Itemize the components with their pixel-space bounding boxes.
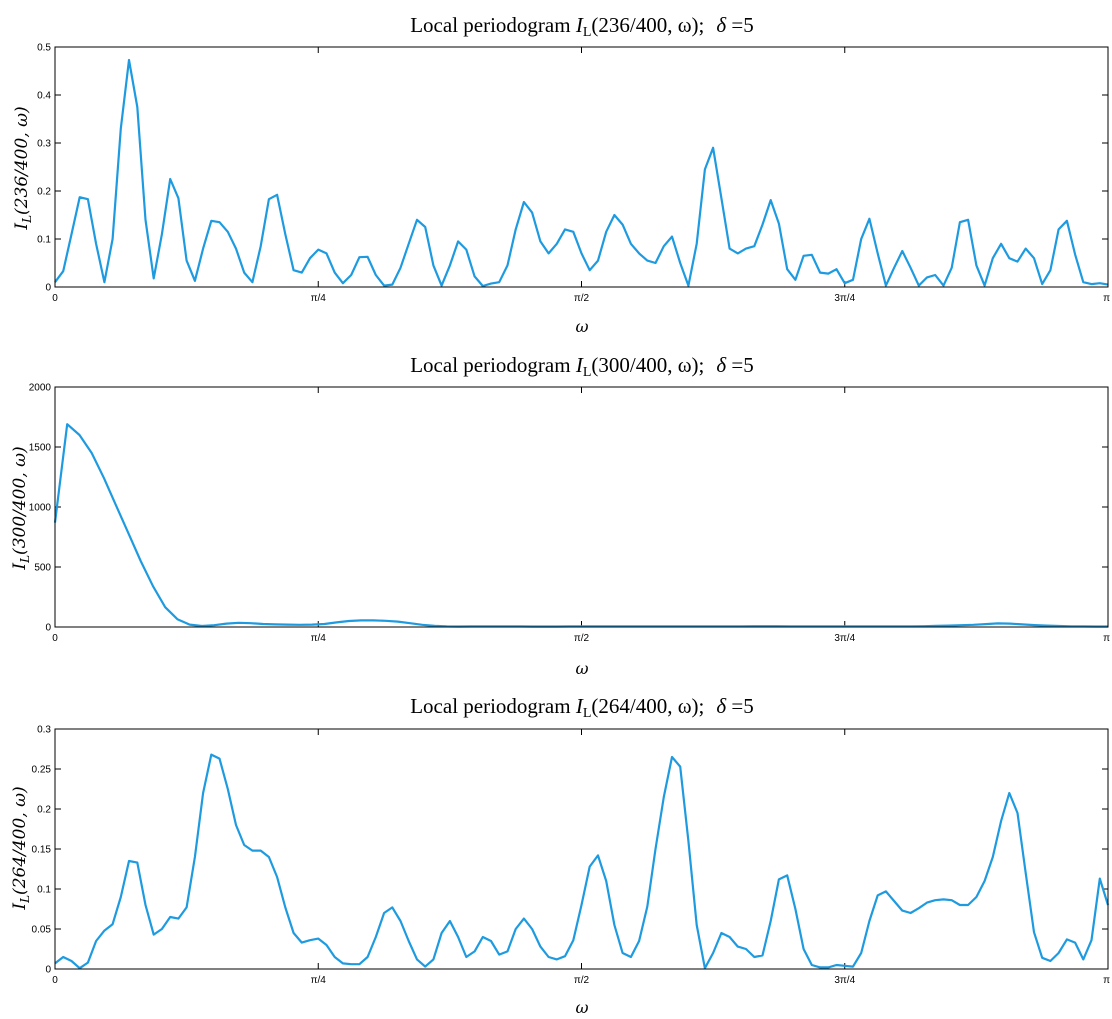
- panel-3-title-sub: L: [583, 706, 592, 721]
- panel-3-ytick-label: 0.1: [37, 885, 51, 896]
- panel-2-ylabel: IL(300/400, ω): [10, 446, 32, 570]
- panel-3-ytick-label: 0.25: [32, 765, 52, 776]
- panel-2-xtick-label: π: [1103, 633, 1110, 644]
- panel-2-series-line: [53, 423, 1108, 628]
- panel-3-ytick-label: 0.2: [37, 805, 51, 816]
- panel-3-xtick-label: π/2: [574, 975, 590, 986]
- panel-1-xtick-label: π/2: [574, 293, 590, 304]
- panel-1-ytick-label: 0: [45, 283, 51, 294]
- panel-1-ytick-label: 0.4: [37, 91, 51, 102]
- panel-1-xtick-label: 3π/4: [834, 293, 855, 304]
- panel-2-xtick-label: π/4: [311, 633, 327, 644]
- panel-1-ytick-label: 0.5: [37, 43, 51, 54]
- panel-3-ylabel: IL(264/400, ω): [10, 786, 32, 910]
- panel-1-title: Local periodogram IL(236/400, ω); δ =5: [410, 13, 754, 40]
- panel-1-xtick-label: π/4: [311, 293, 327, 304]
- panel-1: Local periodogram IL(236/400, ω); δ =5 IL…: [12, 13, 1110, 336]
- panel-3-ytick-label: 0.15: [32, 845, 52, 856]
- panel-3-xtick-label: π/4: [311, 975, 327, 986]
- panel-2-ticks: 0 π/4 π/2 3π/4 π 0 500 1000 1500 2000: [29, 383, 1110, 645]
- panel-2-axes-frame: [54, 386, 1109, 628]
- panel-1-ylabel: IL(236/400, ω): [12, 106, 34, 230]
- panel-1-series-line: [54, 58, 1109, 288]
- panel-3-ytick-label: 0: [45, 965, 51, 976]
- panel-1-ytick-label: 0.1: [37, 235, 51, 246]
- panel-2-ytick-label: 0: [45, 623, 51, 634]
- panel-3-ytick-label: 0.3: [37, 725, 51, 736]
- panel-2-title: Local periodogram IL(300/400, ω); δ =5: [410, 353, 754, 380]
- panel-2-ytick-label: 2000: [29, 383, 52, 394]
- panel-3-xtick-label: π: [1103, 975, 1110, 986]
- panel-1-xlabel: ω: [575, 317, 588, 336]
- panel-3-title: Local periodogram IL(264/400, ω); δ =5: [410, 694, 754, 721]
- panel-3-ticks: 0 π/4 π/2 3π/4 π 0 0.05 0.1 0.15 0.2 0.25 0.3: [32, 725, 1111, 987]
- panel-2-title-sub: L: [583, 365, 592, 380]
- panel-3: Local periodogram IL(264/400, ω); δ =5 IL…: [10, 694, 1110, 1017]
- panel-3-xtick-label: 0: [52, 975, 58, 986]
- panel-2-xtick-label: 3π/4: [834, 633, 855, 644]
- panel-1-axes-frame: [54, 46, 1109, 288]
- panel-3-axes-frame: [54, 728, 1109, 970]
- panel-2-xtick-label: 0: [52, 633, 58, 644]
- panel-3-title-func: I: [575, 694, 584, 718]
- panel-2-ytick-label: 1000: [29, 503, 52, 514]
- panel-1-title-func: I: [575, 13, 584, 37]
- panel-3-xlabel: ω: [575, 998, 588, 1017]
- panel-3-series-line: [54, 753, 1110, 970]
- panel-2: Local periodogram IL(300/400, ω); δ =5 IL…: [10, 353, 1110, 678]
- panel-1-xtick-label: 0: [52, 293, 58, 304]
- panel-3-ytick-label: 0.05: [32, 925, 52, 936]
- panel-2-xlabel: ω: [575, 659, 588, 678]
- panel-3-xtick-label: 3π/4: [834, 975, 855, 986]
- panel-2-title-func: I: [575, 353, 584, 377]
- panel-1-ytick-label: 0.3: [37, 139, 51, 150]
- panel-2-xtick-label: π/2: [574, 633, 590, 644]
- panel-1-ytick-label: 0.2: [37, 187, 51, 198]
- panel-2-ytick-label: 1500: [29, 443, 52, 454]
- panel-2-ytick-label: 500: [34, 563, 51, 574]
- panel-1-xtick-label: π: [1103, 293, 1110, 304]
- panel-1-title-sub: L: [583, 25, 592, 40]
